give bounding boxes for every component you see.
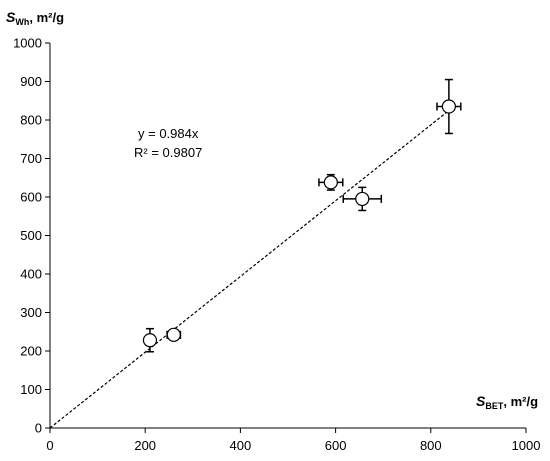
y-tick-label: 1000 <box>13 36 42 51</box>
x-axis-ticks: 0 200 400 600 800 1000 <box>46 428 540 453</box>
y-tick-label: 600 <box>20 190 42 205</box>
x-tick-label: 600 <box>325 438 347 453</box>
data-point-group <box>142 327 158 353</box>
data-point-group <box>318 173 344 191</box>
y-tick-label: 200 <box>20 344 42 359</box>
r-squared-label: R² = 0.9807 <box>134 145 202 160</box>
x-tick-label: 800 <box>420 438 442 453</box>
x-tick-label: 0 <box>46 438 53 453</box>
y-axis-unit: , m²/g <box>29 10 64 25</box>
y-axis-ticks: 0 100 200 300 400 500 600 700 800 900 1000 <box>13 36 50 436</box>
y-tick-label: 0 <box>35 421 42 436</box>
data-point-marker <box>323 175 338 190</box>
data-point-marker <box>166 327 181 342</box>
y-tick-label: 500 <box>20 228 42 243</box>
data-point-marker <box>441 99 456 114</box>
data-points <box>142 78 462 353</box>
y-tick-label: 800 <box>20 113 42 128</box>
trendline <box>49 105 455 429</box>
y-tick-label: 700 <box>20 151 42 166</box>
data-point-marker <box>355 191 370 207</box>
y-axis-var: S <box>6 9 16 25</box>
data-point-group <box>166 327 182 342</box>
trendline-group <box>49 105 455 429</box>
y-tick-label: 400 <box>20 267 42 282</box>
y-tick-label: 100 <box>20 382 42 397</box>
data-point-marker <box>142 333 158 348</box>
x-axis-sub: BET <box>485 401 504 411</box>
y-tick-label: 300 <box>20 305 42 320</box>
equation-label: y = 0.984x <box>138 126 199 141</box>
x-axis-title: SBET, m²/g <box>476 393 538 411</box>
x-tick-label: 1000 <box>512 438 541 453</box>
x-tick-label: 400 <box>230 438 252 453</box>
x-axis-var: S <box>476 393 486 409</box>
y-axis-title: SWh, m²/g <box>6 9 64 27</box>
y-tick-label: 900 <box>20 74 42 89</box>
x-axis-unit: , m²/g <box>503 394 538 409</box>
x-tick-label: 200 <box>134 438 156 453</box>
data-point-group <box>342 186 383 212</box>
data-point-group <box>436 78 462 135</box>
y-axis-sub: Wh <box>15 17 29 27</box>
